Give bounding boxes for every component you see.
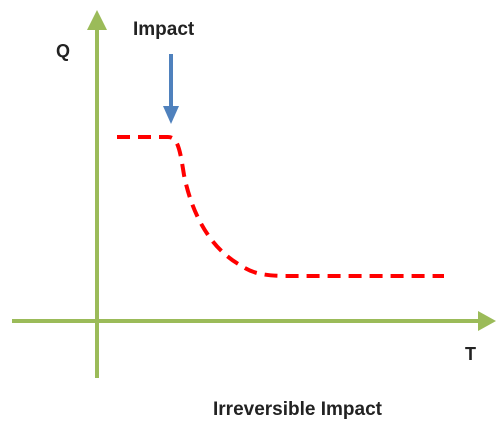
impact-arrow-head — [163, 106, 179, 124]
quality-curve — [117, 135, 444, 278]
diagram-caption: Irreversible Impact — [213, 399, 383, 420]
x-axis — [12, 311, 496, 331]
y-axis-arrowhead — [87, 10, 107, 30]
impact-label: Impact — [133, 19, 195, 40]
y-axis — [87, 10, 107, 378]
impact-arrow — [163, 54, 179, 124]
x-axis-label: T — [465, 344, 476, 364]
y-axis-label: Q — [56, 41, 70, 61]
x-axis-arrowhead — [478, 311, 496, 331]
